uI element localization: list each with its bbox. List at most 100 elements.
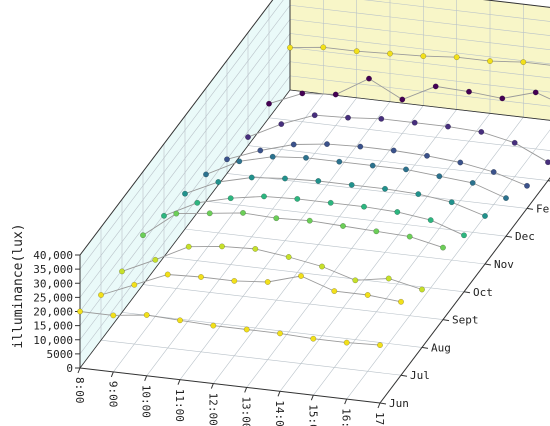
x-tick-mark [77,367,81,374]
backwall-gridline-z [289,33,550,65]
data-point [469,179,476,186]
x-tick-label: 9:00 [106,381,119,408]
data-point [215,179,222,185]
z-tick-label: 30,000 [33,277,73,290]
box-edge-top-back [482,0,550,8]
back-wall [290,0,550,121]
data-point [503,195,509,202]
month-tick-label: Feb [536,202,550,215]
data-point [298,273,304,279]
x-tick-label: 17:00 [373,412,386,426]
data-point [357,143,364,150]
backwall-gridline-z [289,47,550,79]
box-edge-floor-back [289,89,550,121]
box-edge-top-left [79,0,274,256]
data-point [287,44,293,51]
x-tick-label: 13:00 [240,396,253,426]
x-tick-mark [344,398,348,405]
month-tick-mark [526,207,534,210]
data-point [182,190,188,197]
floor-gridline-month [184,228,486,265]
data-point [487,58,493,65]
data-point [436,173,443,180]
data-point [161,212,167,219]
data-point [273,215,280,222]
x-tick-label: 16:00 [340,408,353,426]
box-edge-floor-left [79,89,291,369]
series-line [247,114,549,163]
data-point [353,48,360,55]
data-point [210,322,217,329]
data-point [366,75,372,82]
data-point [403,166,409,173]
data-point [399,96,406,103]
data-point [203,171,209,178]
backwall-gridline-z [363,0,550,22]
data-point [524,182,530,189]
month-tick-label: Nov [494,258,514,271]
x-tick-label: 10:00 [140,385,153,418]
backwall-gridline-z [289,75,550,107]
data-point [332,91,339,98]
data-point [177,317,183,324]
z-tick-label: 10,000 [33,334,73,347]
series-line [184,177,486,217]
data-point [310,335,317,342]
x-tick-mark [110,371,114,378]
data-point [461,232,467,239]
data-point [511,139,518,146]
data-point [261,193,267,200]
series-line [121,245,423,290]
data-point [245,134,251,141]
data-point [143,312,150,318]
data-point [311,112,318,119]
z-tick-label: 40,000 [33,249,73,262]
data-point [277,330,283,337]
x-tick-mark [144,375,148,381]
data-point [385,275,392,282]
x-tick-label: 8:00 [73,377,86,404]
data-point [327,199,334,206]
data-point [319,263,325,270]
sidewall-gridline-z [79,0,284,270]
data-point [490,169,497,175]
x-tick-label: 15:00 [306,404,319,426]
data-point [227,195,234,202]
z-tick-label: 20,000 [33,306,73,319]
data-point [164,271,171,278]
data-point [185,243,192,250]
sidewall-gridline-z [79,19,291,298]
data-point [432,83,439,90]
data-point [303,154,309,161]
month-tick-mark [421,346,429,349]
data-point [424,152,430,159]
series-line [163,195,465,236]
data-point [290,141,297,148]
z-tick-label: 25,000 [33,291,73,304]
data-point [269,153,276,160]
data-point [348,181,355,188]
month-tick-label: Jul [410,369,430,382]
sidewall-gridline-z [79,47,291,326]
month-tick-label: Dec [515,230,535,243]
data-point [415,191,422,198]
series-line [142,212,444,249]
data-point [336,158,343,165]
data-point [324,141,330,148]
data-point [131,281,138,288]
data-point [382,185,388,192]
data-point [369,162,376,169]
month-tick-mark [442,319,450,322]
data-point [466,88,472,95]
data-point [206,210,213,217]
data-point [266,100,272,107]
x-tick-label: 14:00 [273,400,286,426]
z-tick-label: 5000 [47,348,74,361]
data-point [420,53,427,60]
data-point [440,244,446,251]
data-point [427,217,434,224]
data-point [394,209,401,215]
month-tick-label: Jun [389,397,409,410]
